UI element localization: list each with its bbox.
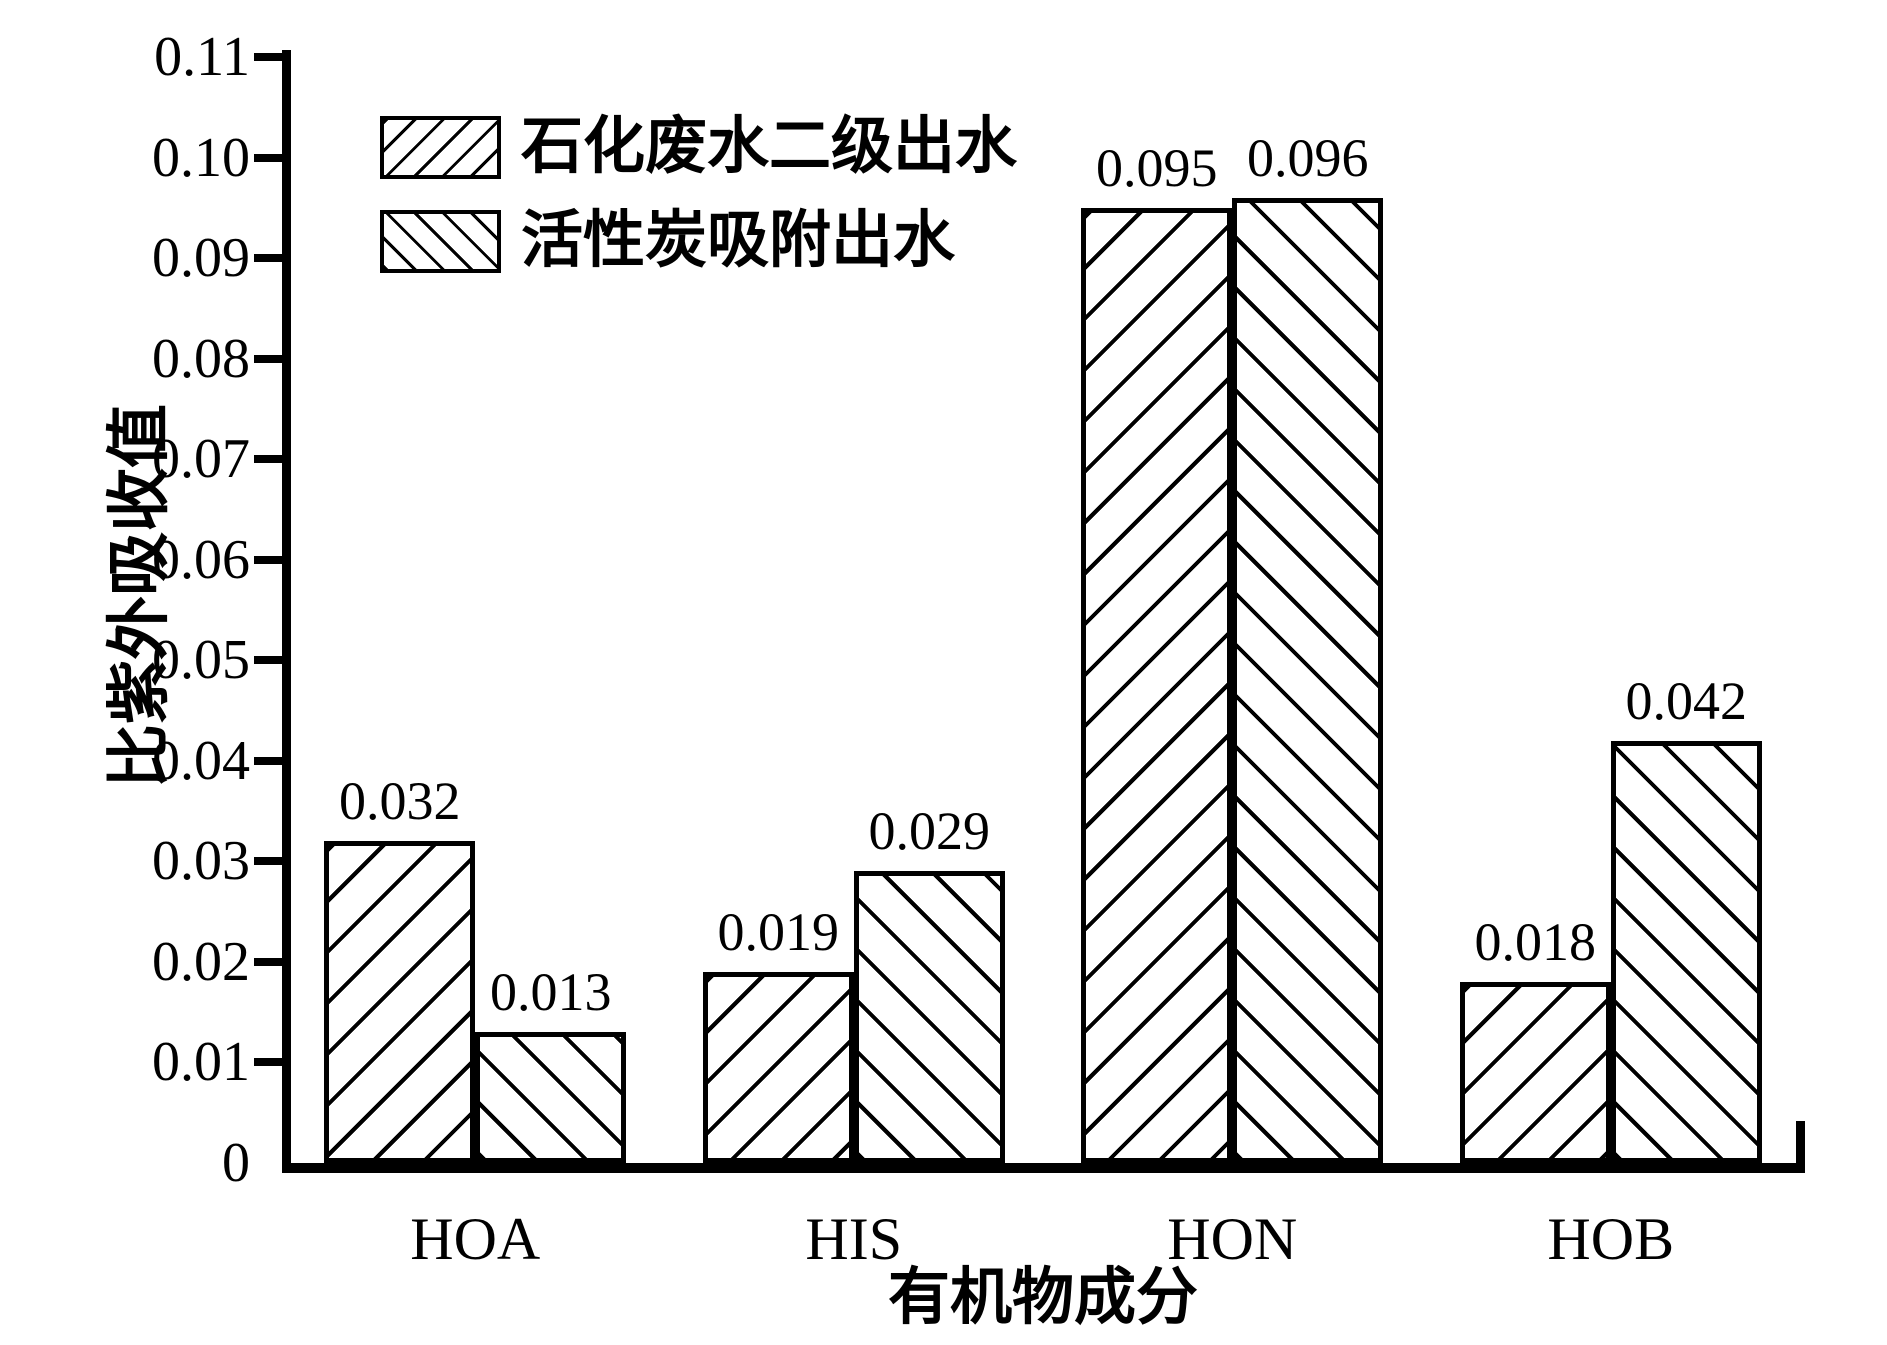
back-hatch-swatch-icon: [380, 209, 501, 273]
category-label-hoa: HOA: [410, 1206, 541, 1272]
y-tick-label: 0.06: [152, 528, 250, 591]
legend-item-secondary-effluent: 石化废水二级出水: [380, 112, 1017, 182]
bar-hon-series2: [1232, 197, 1384, 1163]
y-tick-label: 0.09: [152, 227, 250, 290]
value-label-hoa-series1: 0.032: [339, 771, 461, 832]
y-tick-label: 0: [222, 1132, 250, 1194]
y-axis-line: [282, 50, 291, 1173]
value-label-hoa-series2: 0.013: [490, 962, 612, 1023]
value-label-hob-series1: 0.018: [1474, 912, 1597, 973]
legend: 石化废水二级出水 活性炭吸附出水: [380, 112, 1017, 300]
y-tick-label: 0.08: [152, 327, 250, 390]
value-label-hon-series1: 0.095: [1096, 137, 1218, 198]
legend-label-carbon-adsorption-effluent: 活性炭吸附出水: [521, 207, 956, 275]
category-label-hob: HOB: [1547, 1206, 1675, 1272]
value-label-hob-series2: 0.042: [1625, 670, 1748, 731]
x-axis-title: 有机物成分: [887, 1264, 1198, 1332]
bar-hoa-series2: [475, 1032, 627, 1163]
bar-hob-series1: [1459, 982, 1611, 1163]
y-tick-label: 0.10: [152, 126, 250, 189]
bar-his-series2: [853, 871, 1005, 1163]
y-tick-label: 0.07: [152, 428, 250, 491]
y-tick: [254, 555, 286, 564]
y-tick: [254, 455, 286, 464]
value-label-his-series1: 0.019: [717, 901, 840, 962]
y-tick-label: 0.01: [152, 1031, 250, 1094]
bar-hoa-series1: [324, 841, 476, 1163]
y-tick-label: 0.04: [152, 729, 250, 792]
y-tick: [254, 53, 286, 61]
y-tick: [254, 857, 286, 866]
y-tick-label: 0.11: [154, 26, 250, 88]
category-label-his: HIS: [805, 1206, 903, 1272]
value-label-his-series2: 0.029: [868, 801, 991, 862]
bar-hon-series1: [1081, 207, 1233, 1163]
category-label-hon: HON: [1167, 1206, 1298, 1272]
x-axis-line: [282, 1163, 1805, 1173]
x-axis-right-end-tick: [1796, 1121, 1805, 1165]
bar-hob-series2: [1610, 740, 1762, 1163]
forward-hatch-swatch-icon: [380, 115, 501, 179]
bar-his-series1: [702, 971, 854, 1163]
legend-label-secondary-effluent: 石化废水二级出水: [521, 113, 1018, 181]
legend-item-carbon-adsorption-effluent: 活性炭吸附出水: [380, 206, 1017, 276]
y-tick: [254, 354, 286, 363]
y-tick-label: 0.03: [152, 830, 250, 893]
y-tick: [254, 153, 286, 162]
y-tick: [254, 957, 286, 966]
y-tick-label: 0.05: [152, 629, 250, 692]
y-tick-label: 0.02: [152, 930, 250, 993]
y-tick: [254, 756, 286, 765]
y-tick: [254, 1058, 286, 1067]
y-tick: [254, 656, 286, 665]
y-tick: [254, 254, 286, 263]
value-label-hon-series2: 0.096: [1247, 127, 1369, 188]
